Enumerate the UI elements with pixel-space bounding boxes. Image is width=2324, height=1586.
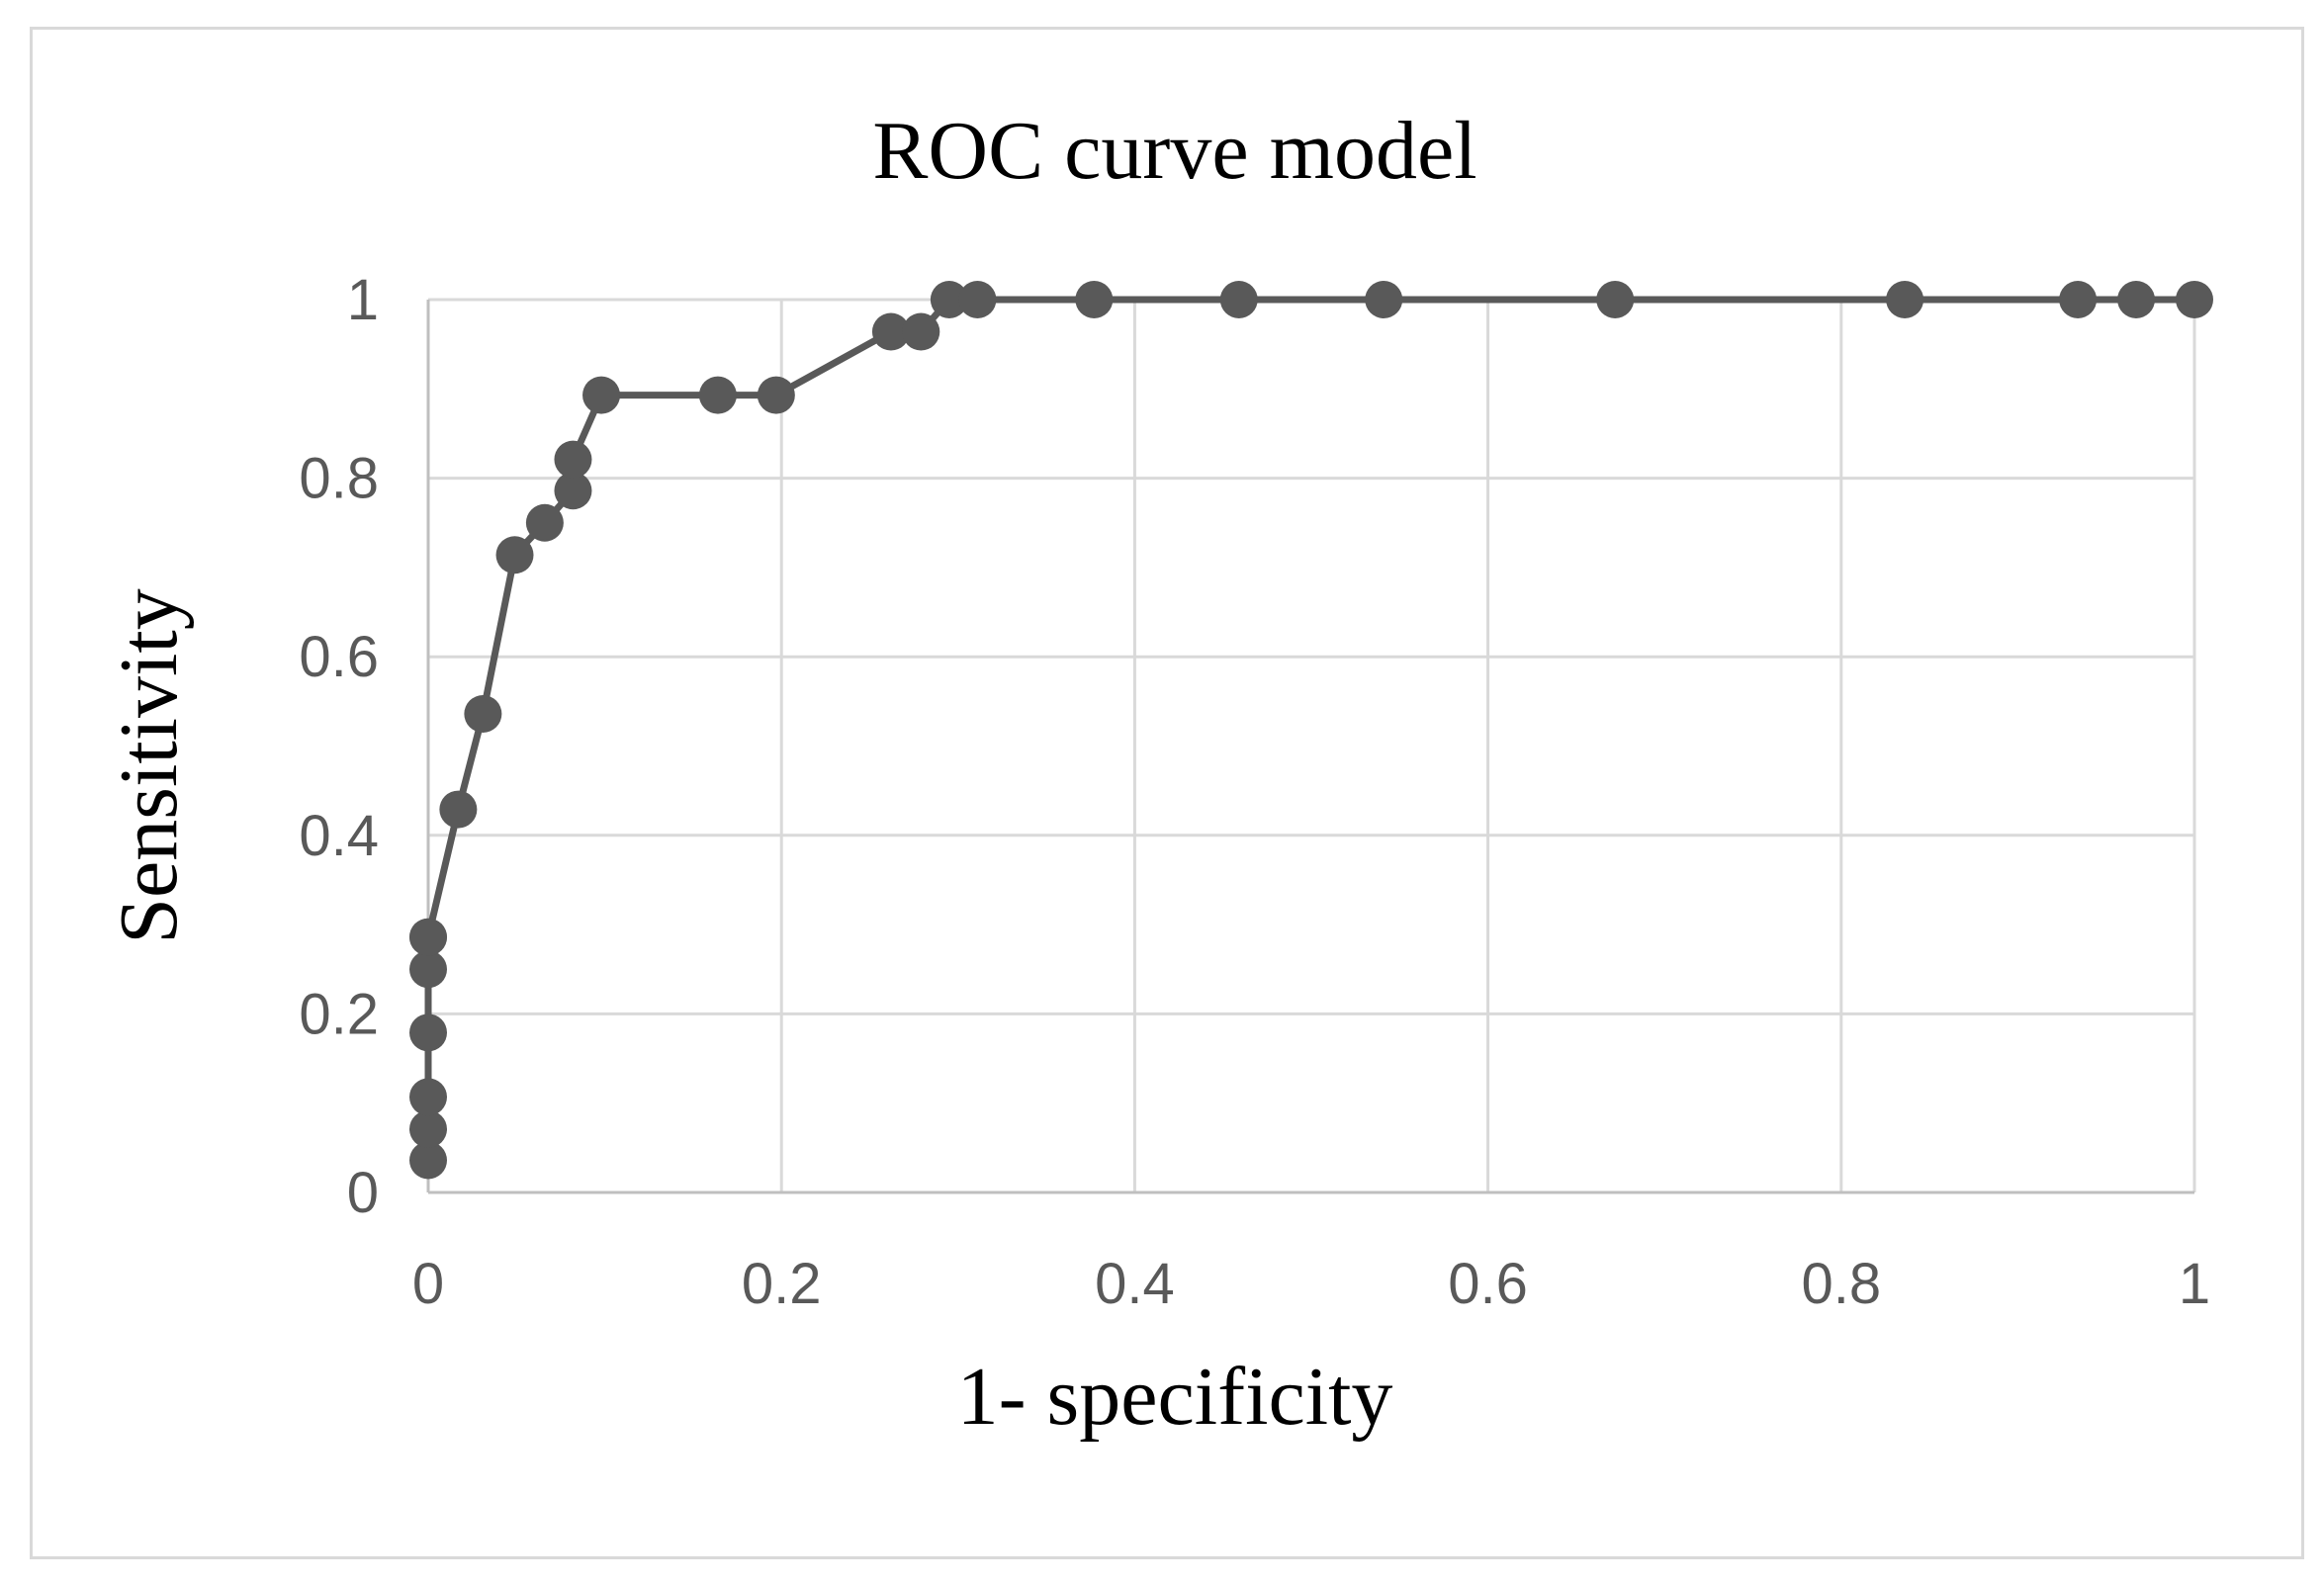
x-tick-label: 0.2	[742, 1252, 822, 1316]
axes	[426, 300, 2194, 1194]
y-tick-label: 0.8	[299, 447, 379, 511]
roc-data-point	[958, 281, 997, 318]
y-axis-label: Sensitivity	[103, 588, 195, 943]
roc-data-point	[930, 281, 968, 318]
chart-frame: ROC curve model 0 0.2 0.4 0.6 0.8 1 0 0.2 0.4 0.6…	[30, 27, 2304, 1559]
x-tick-label: 0.8	[1801, 1252, 1881, 1316]
roc-data-point	[495, 536, 534, 574]
roc-data-point	[2059, 281, 2098, 318]
roc-data-point	[409, 1141, 447, 1180]
roc-data-point	[698, 376, 737, 414]
y-tick-label: 0.2	[299, 982, 379, 1046]
y-tick-label: 0.6	[299, 625, 379, 689]
roc-data-point	[409, 918, 447, 956]
chart-title: ROC curve model	[872, 105, 1476, 197]
tick-labels: 0 0.2 0.4 0.6 0.8 1 0 0.2 0.4 0.6 0.8 1	[299, 268, 2210, 1316]
roc-chart: ROC curve model 0 0.2 0.4 0.6 0.8 1 0 0.2 0.4 0.6…	[103, 105, 2213, 1443]
roc-data-point	[464, 694, 502, 733]
x-tick-label: 0.6	[1448, 1252, 1528, 1316]
roc-data-point	[902, 312, 940, 351]
x-tick-label: 0.4	[1095, 1252, 1175, 1316]
roc-data-point	[525, 503, 564, 542]
roc-data-point	[1365, 281, 1403, 318]
roc-data-point	[409, 950, 447, 989]
roc-data-point	[554, 440, 592, 479]
grid-lines	[428, 298, 2196, 1192]
y-tick-label: 1	[347, 268, 379, 332]
y-tick-label: 0.4	[299, 804, 379, 868]
roc-data-point	[409, 1109, 447, 1148]
roc-data-point	[871, 312, 910, 351]
roc-data-point	[409, 1078, 447, 1116]
roc-data-point	[2117, 281, 2156, 318]
series-layer	[409, 281, 2213, 1180]
roc-data-point	[757, 376, 795, 414]
roc-data-point	[1596, 281, 1635, 318]
roc-data-point	[582, 376, 621, 414]
x-tick-label: 1	[2179, 1252, 2210, 1316]
x-tick-label: 0	[412, 1252, 444, 1316]
roc-series-line	[424, 296, 2194, 1161]
roc-data-point	[1075, 281, 1114, 318]
y-tick-label: 0	[347, 1161, 379, 1225]
roc-data-point	[554, 472, 592, 510]
roc-data-point	[409, 1013, 447, 1052]
roc-data-point	[1219, 281, 1258, 318]
roc-data-point	[1886, 281, 1924, 318]
roc-data-point	[2176, 281, 2213, 318]
x-axis-label: 1- specificity	[957, 1351, 1393, 1443]
roc-data-point	[439, 790, 478, 829]
